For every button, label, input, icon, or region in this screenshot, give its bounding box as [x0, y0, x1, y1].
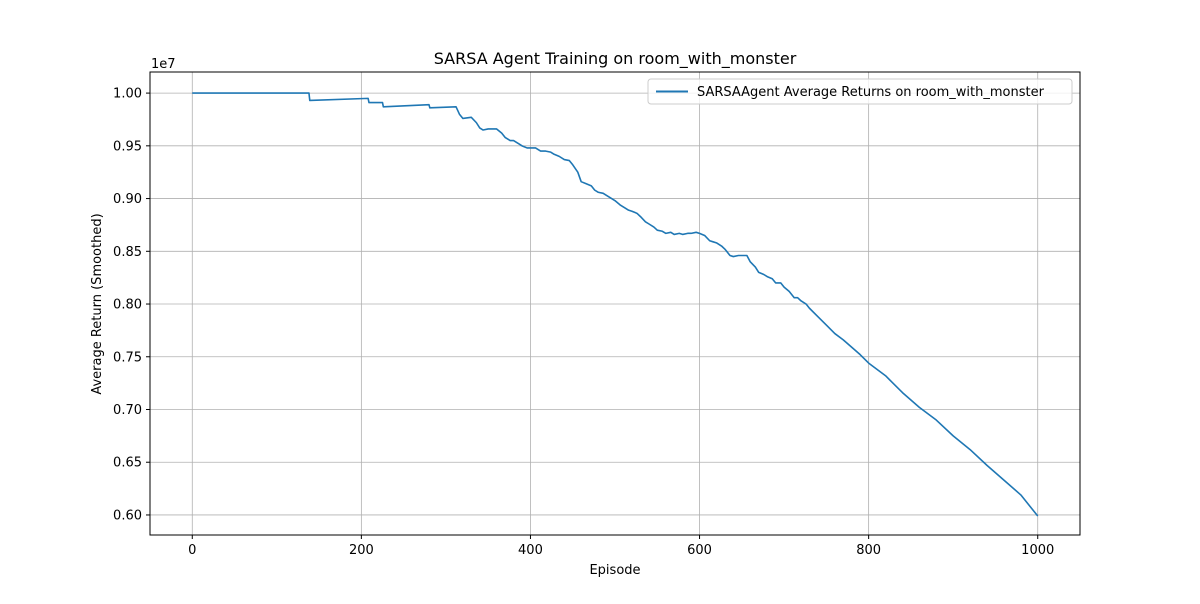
legend: SARSAAgent Average Returns on room_with_…	[647, 78, 1073, 105]
y-tick-label: 0.70	[113, 403, 142, 418]
legend-box	[647, 78, 1073, 105]
x-tick-label: 800	[856, 543, 881, 558]
x-axis: 0 200 400 600 800 1000	[188, 535, 1054, 558]
x-tick-label: 0	[188, 543, 196, 558]
chart-title: SARSA Agent Training on room_with_monste…	[434, 49, 797, 69]
y-axis-label: Average Return (Smoothed)	[90, 213, 105, 394]
y-tick-label: 0.60	[113, 508, 142, 523]
x-tick-label: 400	[518, 543, 543, 558]
series-layer	[192, 92, 1039, 517]
legend-label: SARSAAgent Average Returns on room_with_…	[697, 85, 1045, 100]
y-tick-label: 0.80	[113, 298, 142, 313]
x-tick-label: 200	[349, 543, 374, 558]
plot-frame	[149, 71, 1081, 536]
x-tick-label: 1000	[1021, 543, 1054, 558]
y-tick-label: 1.00	[113, 87, 142, 102]
y-tick-label: 0.95	[113, 139, 142, 154]
grid	[150, 72, 1080, 535]
y-tick-label: 0.90	[113, 192, 142, 207]
series-line	[192, 92, 1039, 517]
y-tick-label: 0.65	[113, 456, 142, 471]
y-tick-label: 0.75	[113, 350, 142, 365]
x-axis-label: Episode	[589, 563, 640, 578]
x-tick-label: 600	[687, 543, 712, 558]
y-axis-offset-text: 1e7	[151, 57, 176, 72]
y-axis: 0.60 0.65 0.70 0.75 0.80 0.85 0.90 0.95 1.00	[113, 87, 150, 523]
y-tick-label: 0.85	[113, 245, 142, 260]
